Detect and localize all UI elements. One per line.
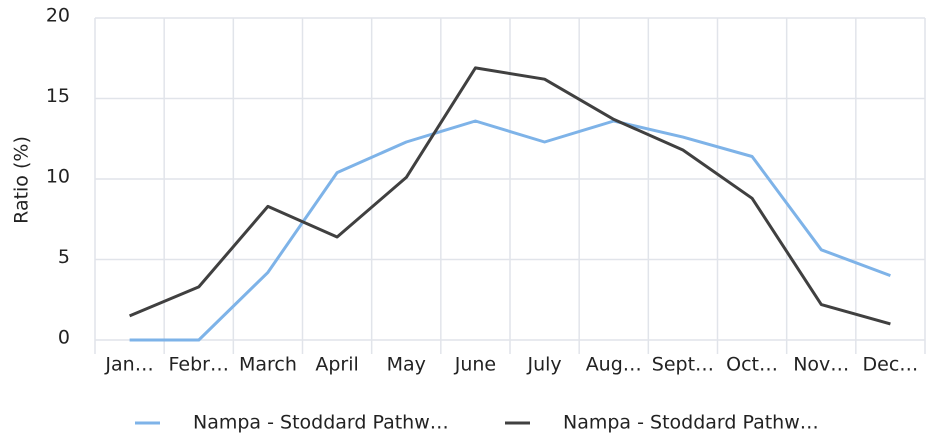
x-tick-label: Dec… xyxy=(863,354,919,376)
x-tick-label: Aug… xyxy=(586,354,642,376)
y-tick-label: 20 xyxy=(46,5,70,27)
y-tick-label: 10 xyxy=(46,166,70,188)
x-tick-label: July xyxy=(526,354,561,376)
x-tick-label: Febr… xyxy=(169,354,229,376)
x-tick-label: March xyxy=(239,354,297,376)
x-tick-label: May xyxy=(387,354,426,376)
x-tick-label: Jan… xyxy=(104,354,153,376)
y-tick-label: 0 xyxy=(58,327,70,349)
x-tick-label: Nov… xyxy=(793,354,849,376)
x-tick-label: Sept… xyxy=(652,354,714,376)
x-tick-label: June xyxy=(454,354,496,376)
series-line xyxy=(129,119,891,342)
y-tick-label: 15 xyxy=(46,85,70,107)
y-tick-label: 5 xyxy=(58,246,70,268)
y-axis-label: Ratio (%) xyxy=(11,136,33,224)
legend-label: Nampa - Stoddard Pathw… xyxy=(193,412,449,434)
x-tick-label: Oct… xyxy=(726,354,778,376)
series-line xyxy=(129,66,891,326)
x-tick-label: April xyxy=(315,354,358,376)
legend-label: Nampa - Stoddard Pathw… xyxy=(563,412,819,434)
